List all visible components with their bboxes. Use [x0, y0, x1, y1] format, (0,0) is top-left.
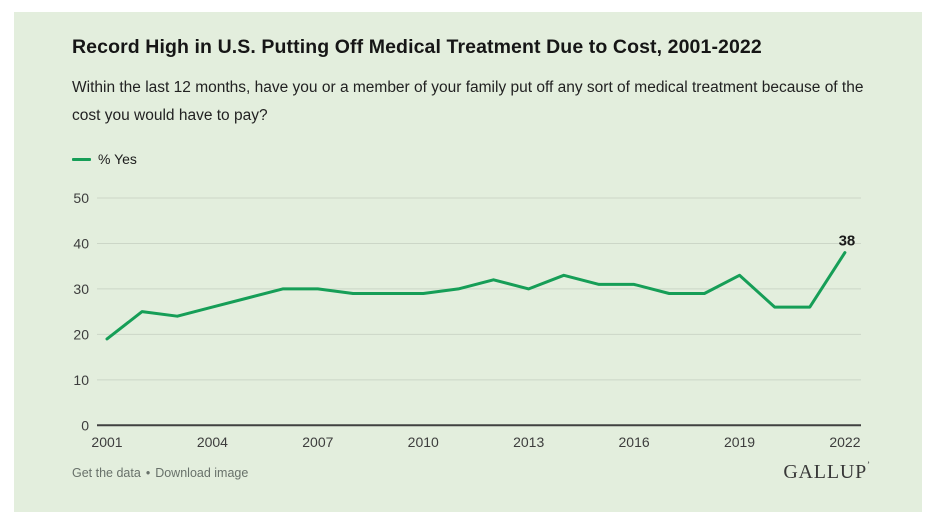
y-axis-tick-label: 30 [73, 281, 89, 297]
y-axis-tick-label: 50 [73, 190, 89, 206]
x-axis-tick-label: 2016 [619, 434, 650, 450]
x-axis-tick-label: 2019 [724, 434, 755, 450]
end-value-label: 38 [839, 233, 856, 250]
legend: % Yes [72, 151, 137, 167]
footer-links: Get the data • Download image [72, 466, 248, 480]
x-axis-tick-label: 2013 [513, 434, 544, 450]
gallup-logo: GALLUP’ [783, 460, 870, 484]
chart-subtitle: Within the last 12 months, have you or a… [72, 79, 864, 124]
y-axis-tick-label: 0 [81, 417, 89, 433]
x-axis-tick-label: 2001 [91, 434, 122, 450]
x-axis-tick-label: 2004 [197, 434, 228, 450]
chart-card: 0 10 20 30 40 50 2001 2004 2007 2010 2013 2016 2019 2… [14, 12, 922, 512]
x-axis-tick-label: 2007 [302, 434, 333, 450]
legend-line-swatch [72, 157, 91, 161]
y-axis-tick-label: 10 [73, 372, 89, 388]
chart-title: Record High in U.S. Putting Off Medical … [72, 36, 762, 58]
x-axis-tick-label: 2010 [408, 434, 439, 450]
trend-line [105, 251, 847, 341]
gallup-trademark-icon: ’ [867, 460, 870, 470]
x-axis-tick-label: 2022 [829, 434, 860, 450]
gallup-wordmark: GALLUP [783, 461, 867, 483]
legend-label: % Yes [98, 151, 137, 167]
download-image-link[interactable]: Download image [155, 466, 249, 480]
y-axis-tick-label: 20 [73, 326, 89, 342]
footer-separator: • [145, 466, 151, 480]
get-the-data-link[interactable]: Get the data [72, 466, 141, 480]
trend-chart-svg: 0 10 20 30 40 50 2001 2004 2007 2010 2013 2016 2019 2… [73, 190, 861, 450]
y-axis-tick-label: 40 [73, 235, 89, 251]
